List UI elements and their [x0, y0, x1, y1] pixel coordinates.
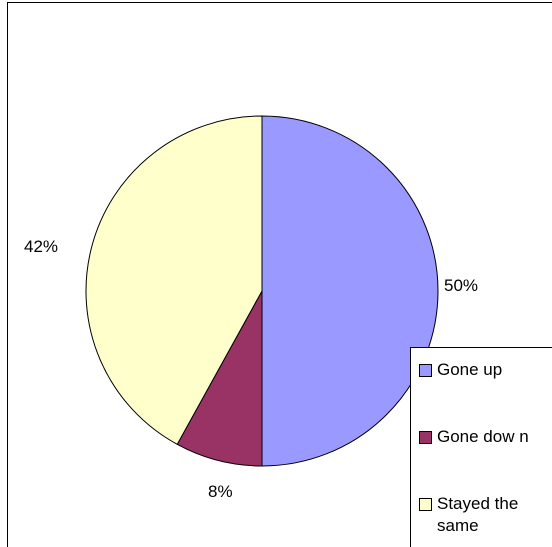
pie-slice-gone-down: [176, 290, 263, 467]
legend-swatch-gone-down: [419, 431, 432, 444]
chart-frame: [7, 2, 552, 547]
legend-swatch-stayed-same: [419, 498, 432, 511]
legend-item-gone-down: Gone dow n: [419, 426, 529, 448]
legend-item-stayed-same: Stayed the same: [419, 493, 518, 537]
legend-swatch-gone-up: [419, 364, 432, 377]
legend-label-stayed-same: Stayed the same: [437, 494, 519, 535]
pie-slice-stayed-same: [85, 115, 263, 446]
legend-label-gone-down: Gone dow n: [437, 427, 529, 446]
legend: Gone up Gone dow n Stayed the same: [410, 347, 552, 547]
data-label-gone-up: 50%: [444, 276, 479, 295]
pie-slice-gone-up: [261, 115, 439, 467]
legend-item-gone-up: Gone up: [419, 359, 502, 381]
data-label-gone-down: 8%: [208, 482, 233, 501]
data-label-stayed-same: 42%: [24, 237, 59, 256]
legend-label-gone-up: Gone up: [437, 360, 503, 379]
